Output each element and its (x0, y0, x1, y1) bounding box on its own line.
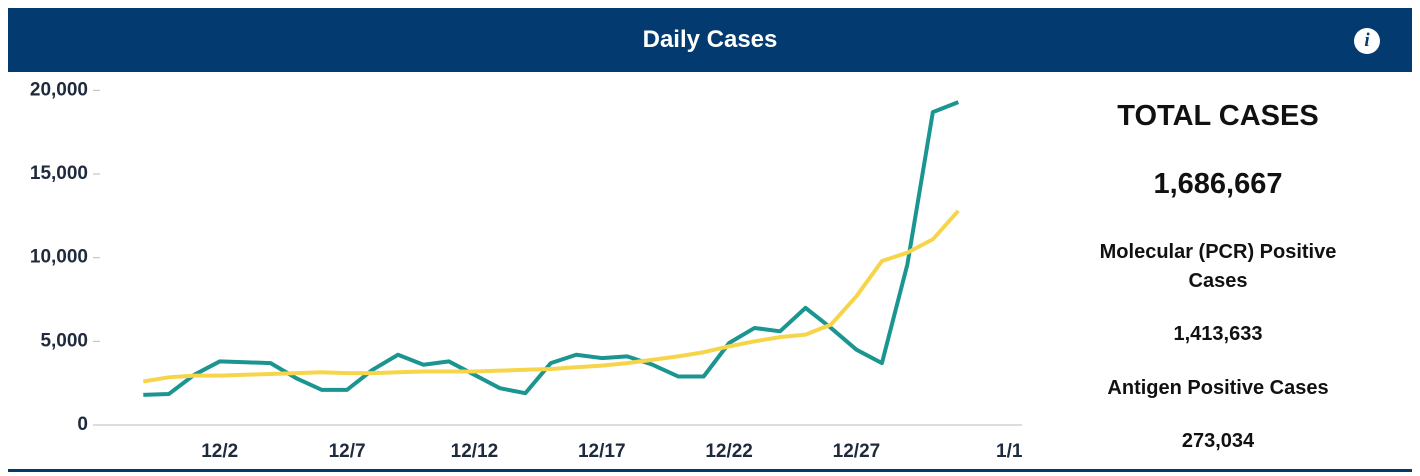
x-tick-label: 12/27 (833, 441, 881, 462)
x-tick-label: 12/12 (451, 441, 499, 462)
x-tick-label: 12/22 (705, 441, 753, 462)
series-line (142, 209, 960, 384)
pcr-label: Molecular (PCR) Positive Cases (1099, 241, 1337, 292)
y-tick-label: 15,000 (30, 163, 88, 184)
series-line (143, 100, 960, 397)
x-tick-label: 12/7 (329, 441, 366, 462)
header-title: Daily Cases (642, 26, 778, 53)
pcr-value: 1,413,633 (1173, 323, 1263, 345)
total-value: 1,686,667 (1153, 168, 1283, 200)
x-tick-label: 1/1 (996, 441, 1023, 462)
antigen-value: 273,034 (1181, 430, 1255, 452)
y-tick-label: 0 (77, 414, 88, 435)
y-tick-label: 20,000 (30, 79, 88, 100)
header: Daily Cases i (8, 8, 1412, 72)
info-button[interactable]: i (1354, 28, 1380, 54)
total-label: TOTAL CASES (1117, 100, 1319, 132)
y-tick-label: 5,000 (40, 330, 88, 351)
x-tick-label: 12/17 (578, 441, 626, 462)
x-tick-label: 12/2 (201, 441, 238, 462)
bottom-border (8, 469, 1412, 472)
chart: 0 5,000 10,000 15,000 20,000 12/2 12/7 12/12 12/… (30, 79, 1023, 462)
y-tick-label: 10,000 (30, 247, 88, 268)
antigen-label: Antigen Positive Cases (1107, 377, 1329, 399)
